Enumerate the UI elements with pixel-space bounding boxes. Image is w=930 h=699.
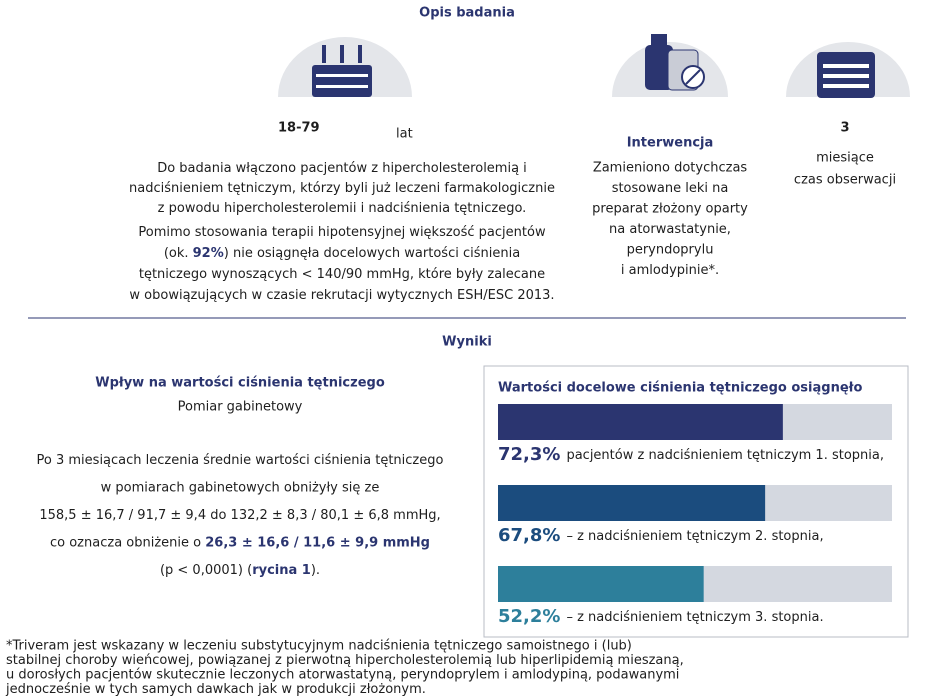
- text-segment: w pomiarach gabinetowych obniżyły się ze: [101, 480, 380, 495]
- text-segment: ) nie osiągnęła docelowych wartości ciśn…: [224, 246, 520, 261]
- duration-label: czas obserwacji: [794, 173, 896, 188]
- text-line: w obowiązujących w czasie rekrutacji wyt…: [129, 288, 554, 303]
- footnote-line: stabilnej choroby wieńcowej, powiązanej …: [6, 653, 684, 668]
- text-segment: (p < 0,0001) (: [160, 563, 252, 578]
- text-line: Po 3 miesiącach leczenia średnie wartośc…: [37, 453, 444, 468]
- text-segment: Do badania włączono pacjentów z hipercho…: [157, 161, 527, 176]
- results-text: Po 3 miesiącach leczenia średnie wartośc…: [37, 453, 444, 578]
- text-line: peryndoprylu: [627, 243, 714, 258]
- footnote-line: jednocześnie w tych samych dawkach jak w…: [5, 682, 426, 697]
- text-segment: Po 3 miesiącach leczenia średnie wartośc…: [37, 453, 444, 468]
- percent: 72,3%: [498, 444, 560, 465]
- text-segment: Pomimo stosowania terapii hipotensyjnej …: [138, 225, 546, 240]
- text-segment: 92%: [193, 246, 224, 261]
- results-heading: Wpływ na wartości ciśnienia tętniczego: [95, 376, 385, 391]
- text-segment: tętniczego wynoszących < 140/90 mmHg, kt…: [139, 267, 545, 282]
- percent: 52,2%: [498, 606, 560, 627]
- text-line: (p < 0,0001) (rycina 1).: [160, 563, 320, 578]
- bars: 72,3% pacjentów z nadciśnieniem tętniczym…: [498, 404, 892, 627]
- text-line: 158,5 ± 16,7 / 91,7 ± 9,4 do 132,2 ± 8,3…: [39, 508, 440, 523]
- percent: 67,8%: [498, 525, 560, 546]
- bar-label: 67,8% – z nadciśnieniem tętniczym 2. stop…: [498, 525, 824, 546]
- text-line: tętniczego wynoszących < 140/90 mmHg, kt…: [139, 267, 545, 282]
- footnote-line: *Triveram jest wskazany w leczeniu subst…: [6, 639, 632, 654]
- text-segment: w obowiązujących w czasie rekrutacji wyt…: [129, 288, 554, 303]
- footnote: *Triveram jest wskazany w leczeniu subst…: [5, 639, 684, 698]
- text-segment: z powodu hipercholesterolemii i nadciśni…: [158, 201, 527, 216]
- medicine-icon: [645, 34, 705, 91]
- text-segment: nadciśnieniem tętniczym, którzy byli już…: [129, 181, 555, 196]
- results-subheading: Pomiar gabinetowy: [178, 400, 303, 415]
- text-segment: 158,5 ± 16,7 / 91,7 ± 9,4 do 132,2 ± 8,3…: [39, 508, 440, 523]
- text-line: Do badania włączono pacjentów z hipercho…: [157, 161, 527, 176]
- text-segment: rycina 1: [252, 563, 311, 578]
- text-segment: ).: [311, 563, 320, 578]
- paragraph: Do badania włączono pacjentów z hipercho…: [129, 161, 555, 303]
- bar-text: pacjentów z nadciśnieniem tętniczym 1. s…: [566, 448, 884, 463]
- age-range: 18-79: [278, 121, 320, 136]
- bar: [498, 566, 704, 602]
- text-line: (ok. 92%) nie osiągnęła docelowych warto…: [164, 246, 520, 261]
- bar: [498, 485, 766, 521]
- duration-unit: miesiące: [816, 151, 874, 166]
- text-line: Pomimo stosowania terapii hipotensyjnej …: [138, 225, 546, 240]
- text-line: z powodu hipercholesterolemii i nadciśni…: [158, 201, 527, 216]
- bar-label: 52,2% – z nadciśnieniem tętniczym 3. stop…: [498, 606, 824, 627]
- bar: [498, 404, 783, 440]
- text-line: stosowane leki na: [612, 181, 729, 196]
- results-box: [483, 365, 909, 638]
- bar-text: – z nadciśnieniem tętniczym 2. stopnia,: [566, 529, 823, 544]
- bar-text: – z nadciśnieniem tętniczym 3. stopnia.: [566, 610, 823, 625]
- text-segment: (ok.: [164, 246, 193, 261]
- text-segment: co oznacza obniżenie o: [50, 535, 205, 550]
- cake-icon: [312, 45, 372, 97]
- box-title: Wartości docelowe ciśnienia tętniczego o…: [498, 381, 862, 396]
- bar-label: 72,3% pacjentów z nadciśnieniem tętniczym…: [498, 444, 884, 465]
- results-title: Wyniki: [442, 335, 492, 350]
- intervention-title: Interwencja: [627, 136, 714, 151]
- duration-number: 3: [840, 121, 849, 136]
- text-line: preparat złożony oparty: [592, 202, 748, 217]
- footnote-line: u dorosłych pacjentów skutecznie leczony…: [6, 668, 679, 683]
- text-line: na atorwastatynie,: [609, 222, 731, 237]
- text-line: i amlodypinie*.: [621, 263, 719, 278]
- calendar-icon: [817, 52, 875, 98]
- text-line: w pomiarach gabinetowych obniżyły się ze: [101, 480, 380, 495]
- text-line: co oznacza obniżenie o 26,3 ± 16,6 / 11,…: [50, 535, 430, 550]
- text-segment: 26,3 ± 16,6 / 11,6 ± 9,9 mmHg: [205, 535, 430, 550]
- icons: [278, 37, 910, 97]
- intervention-text: Zamieniono dotychczas stosowane leki na pr…: [592, 161, 748, 279]
- text-line: nadciśnieniem tętniczym, którzy byli już…: [129, 181, 555, 196]
- age-unit: lat: [396, 127, 413, 142]
- text-line: Zamieniono dotychczas: [593, 161, 748, 176]
- title: Opis badania: [419, 6, 515, 21]
